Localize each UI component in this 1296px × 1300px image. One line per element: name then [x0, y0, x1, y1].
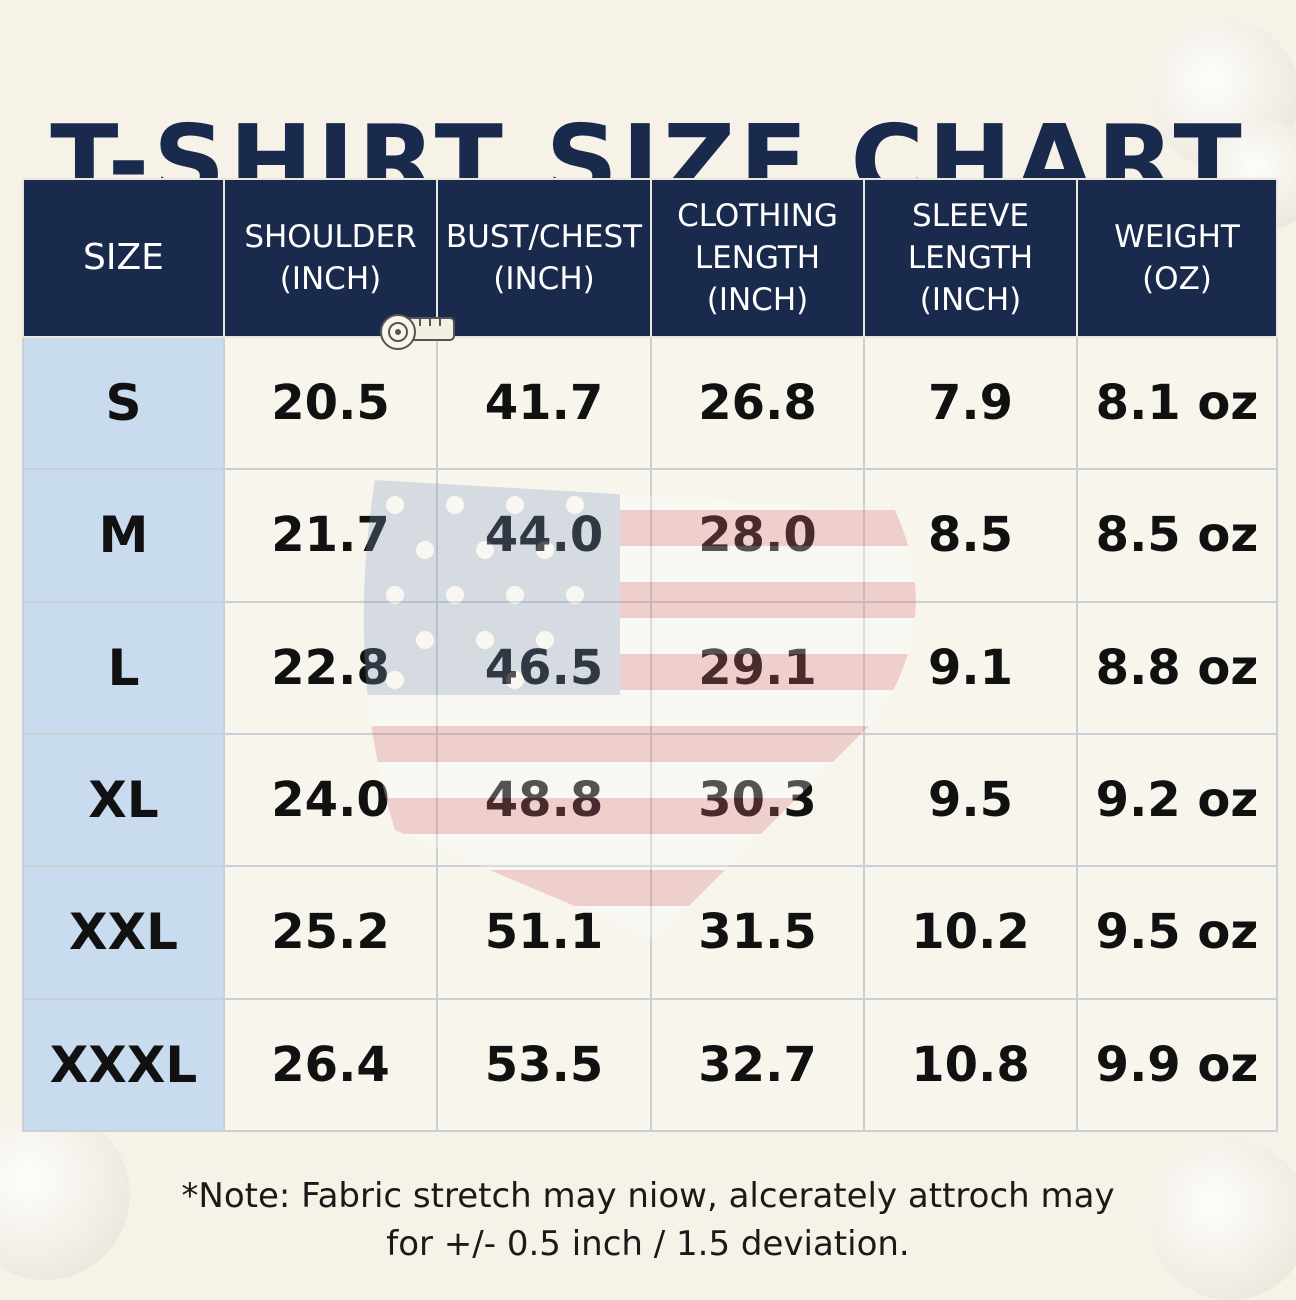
bust-chest-cell: 53.5 [436, 997, 652, 1133]
bust-chest-cell: 48.8 [436, 732, 652, 868]
shoulder-cell: 25.2 [223, 865, 438, 1000]
bust-chest-cell: 46.5 [436, 600, 652, 735]
clothing-length-cell: 30.3 [650, 732, 865, 868]
table-row: M 21.7 44.0 28.0 8.5 8.5 oz [22, 468, 1278, 603]
size-cell: S [22, 335, 225, 471]
header-bust-chest: BUST/CHEST (INCH) [436, 178, 652, 338]
weight-cell: 9.2 oz [1076, 732, 1278, 868]
size-cell: M [22, 468, 225, 603]
sleeve-length-cell: 10.8 [863, 997, 1078, 1133]
header-clothing-length: CLOTHING LENGTH (INCH) [650, 178, 865, 338]
table-row: XXL 25.2 51.1 31.5 10.2 9.5 oz [22, 865, 1278, 1000]
clothing-length-cell: 32.7 [650, 997, 865, 1133]
table-row: L 22.8 46.5 29.1 9.1 8.8 oz [22, 600, 1278, 735]
cotton-flower-icon [1150, 1140, 1296, 1300]
table-row: XXXL 26.4 53.5 32.7 10.8 9.9 oz [22, 997, 1278, 1133]
weight-cell: 8.5 oz [1076, 468, 1278, 603]
bust-chest-cell: 44.0 [436, 468, 652, 603]
shoulder-cell: 24.0 [223, 732, 438, 868]
header-size: SIZE [22, 178, 225, 338]
size-cell: L [22, 600, 225, 735]
cotton-flower-icon [0, 1110, 130, 1280]
measuring-tape-icon [380, 314, 455, 350]
shoulder-cell: 21.7 [223, 468, 438, 603]
clothing-length-cell: 31.5 [650, 865, 865, 1000]
header-shoulder: SHOULDER (INCH) [223, 178, 438, 338]
sleeve-length-cell: 10.2 [863, 865, 1078, 1000]
weight-cell: 8.1 oz [1076, 335, 1278, 471]
weight-cell: 9.9 oz [1076, 997, 1278, 1133]
clothing-length-cell: 26.8 [650, 335, 865, 471]
shoulder-cell: 20.5 [223, 335, 438, 471]
size-chart-table: SIZE SHOULDER (INCH) BUST/CHEST (INCH) C… [22, 178, 1278, 1133]
footnote-line-1: *Note: Fabric stretch may niow, alcerate… [181, 1176, 1115, 1216]
weight-cell: 8.8 oz [1076, 600, 1278, 735]
size-cell: XXL [22, 865, 225, 1000]
header-weight: WEIGHT (OZ) [1076, 178, 1278, 338]
clothing-length-cell: 28.0 [650, 468, 865, 603]
footnote-line-2: for +/- 0.5 inch / 1.5 deviation. [386, 1224, 910, 1264]
bust-chest-cell: 41.7 [436, 335, 652, 471]
sleeve-length-cell: 8.5 [863, 468, 1078, 603]
clothing-length-cell: 29.1 [650, 600, 865, 735]
table-row: XL 24.0 48.8 30.3 9.5 9.2 oz [22, 732, 1278, 868]
bust-chest-cell: 51.1 [436, 865, 652, 1000]
shoulder-cell: 22.8 [223, 600, 438, 735]
table-row: S 20.5 41.7 26.8 7.9 8.1 oz [22, 335, 1278, 471]
header-sleeve-length: SLEEVE LENGTH (INCH) [863, 178, 1078, 338]
footnote: *Note: Fabric stretch may niow, alcerate… [0, 1172, 1296, 1268]
table-header-row: SIZE SHOULDER (INCH) BUST/CHEST (INCH) C… [22, 178, 1278, 338]
size-cell: XL [22, 732, 225, 868]
sleeve-length-cell: 9.1 [863, 600, 1078, 735]
shoulder-cell: 26.4 [223, 997, 438, 1133]
sleeve-length-cell: 7.9 [863, 335, 1078, 471]
sleeve-length-cell: 9.5 [863, 732, 1078, 868]
weight-cell: 9.5 oz [1076, 865, 1278, 1000]
size-cell: XXXL [22, 997, 225, 1133]
